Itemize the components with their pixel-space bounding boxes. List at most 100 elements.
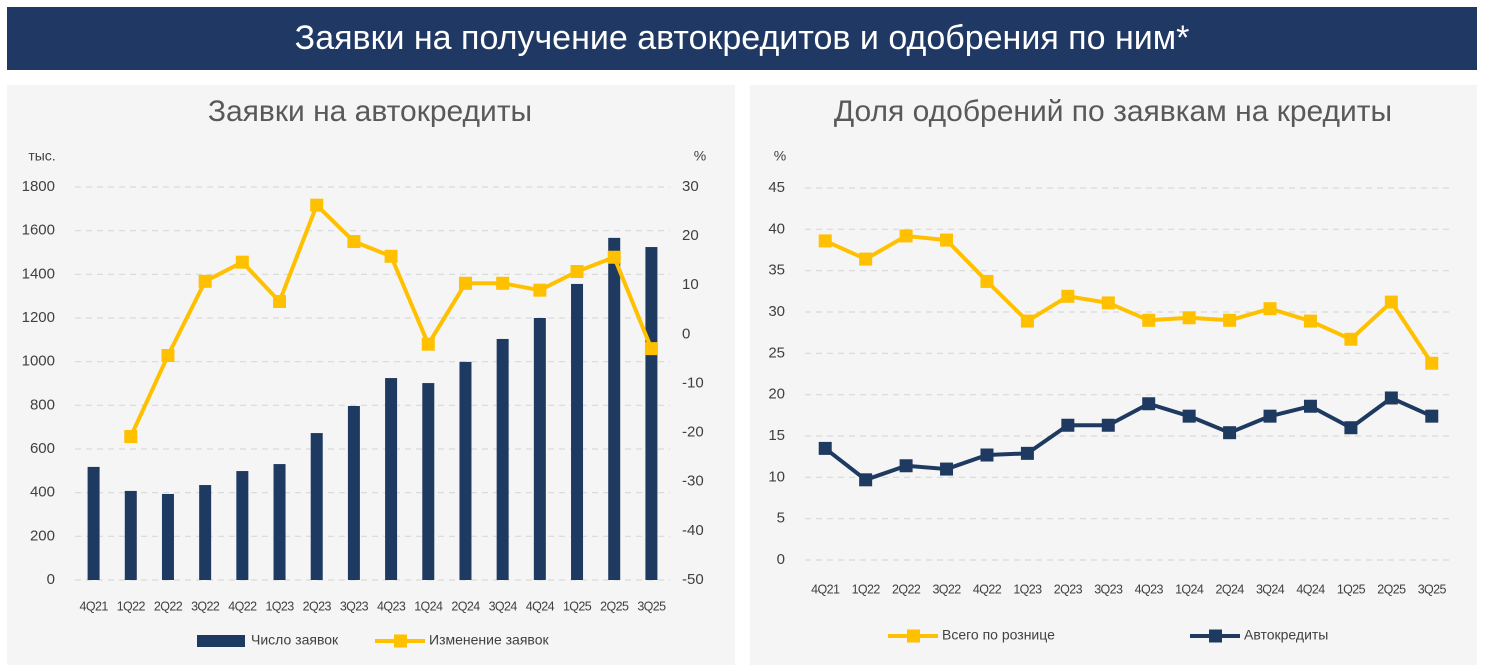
marker (310, 198, 324, 212)
marker (1223, 426, 1237, 440)
line (824, 233, 1434, 365)
x-tick-label: 3Q23 (1094, 582, 1123, 596)
x-tick-label: 4Q24 (526, 599, 555, 613)
x-tick-label: 1Q22 (117, 599, 146, 613)
y-tick-label: 200 (30, 527, 55, 544)
x-tick-label: 3Q22 (191, 599, 220, 613)
x-tick-label: 4Q22 (973, 582, 1002, 596)
y-tick-label: 400 (30, 484, 55, 501)
marker (607, 250, 621, 264)
x-tick-label: 2Q22 (154, 599, 183, 613)
y2-tick-label: -10 (682, 374, 704, 391)
x-tick-label: 4Q21 (80, 599, 109, 613)
x-tick-label: 4Q23 (377, 599, 406, 613)
bar (273, 464, 286, 580)
marker (1061, 289, 1075, 303)
y-tick-label: 15 (768, 427, 785, 444)
header-bar (7, 7, 1477, 70)
y-tick-label: 45 (768, 179, 785, 196)
marker (347, 235, 361, 249)
x-tick-label: 3Q23 (340, 599, 369, 613)
y-tick-label: 1400 (22, 265, 55, 282)
bar (161, 493, 174, 580)
legend-marker (394, 634, 407, 648)
x-tick-label: 2Q23 (1054, 582, 1083, 596)
legend-swatch (197, 635, 245, 647)
legend-marker (1209, 629, 1222, 643)
marker (980, 448, 994, 462)
y-tick-label: 20 (768, 386, 785, 403)
marker (198, 274, 212, 288)
bar (496, 338, 509, 580)
marker (1384, 295, 1398, 309)
marker (273, 294, 287, 308)
y2-tick-label: -20 (682, 424, 704, 441)
marker (859, 473, 873, 487)
y-tick-label: 5 (777, 510, 785, 527)
x-tick-label: 2Q22 (892, 582, 921, 596)
y-tick-label: 35 (768, 262, 785, 279)
marker (1020, 446, 1034, 460)
panel (7, 85, 735, 665)
y-tick-label: 0 (777, 551, 785, 568)
marker (1263, 302, 1277, 316)
x-tick-label: 2Q25 (1377, 582, 1406, 596)
x-tick-label: 2Q25 (600, 599, 629, 613)
marker (1182, 311, 1196, 325)
x-tick-label: 3Q25 (1418, 582, 1447, 596)
y2-tick-label: 30 (682, 178, 699, 195)
chart-title: Доля одобрений по заявкам на кредиты (834, 95, 1392, 128)
marker (1223, 313, 1237, 327)
marker (570, 264, 584, 278)
marker (899, 229, 913, 243)
marker (818, 441, 832, 455)
bar (310, 433, 323, 580)
bar (87, 466, 100, 580)
y2-tick-label: -50 (682, 571, 704, 588)
y2-tick-label: 20 (682, 227, 699, 244)
y-tick-label: 25 (768, 344, 785, 361)
marker (1101, 296, 1115, 310)
bar (571, 283, 584, 580)
y2-tick-label: 10 (682, 276, 699, 293)
bar (422, 383, 435, 580)
x-tick-label: 1Q25 (1337, 582, 1366, 596)
marker (496, 276, 510, 290)
x-tick-label: 3Q25 (637, 599, 666, 613)
marker (899, 459, 913, 473)
legend-marker (907, 629, 920, 643)
y-tick-label: 1600 (22, 222, 55, 239)
y2-tick-label: -30 (682, 473, 704, 490)
x-tick-label: 1Q25 (563, 599, 592, 613)
y-unit: тыс. (28, 148, 55, 164)
x-tick-label: 4Q24 (1296, 582, 1325, 596)
y-tick-label: 10 (768, 468, 785, 485)
x-tick-label: 2Q23 (303, 599, 332, 613)
legend-label: Автокредиты (1244, 627, 1328, 643)
x-tick-label: 3Q24 (1256, 582, 1285, 596)
marker (940, 462, 954, 476)
x-tick-label: 2Q24 (451, 599, 480, 613)
marker (1344, 421, 1358, 435)
bar (608, 237, 621, 580)
marker (1101, 418, 1115, 432)
y-tick-label: 1200 (22, 309, 55, 326)
line (823, 395, 1433, 482)
bar (347, 405, 360, 580)
x-tick-label: 4Q23 (1135, 582, 1164, 596)
x-tick-label: 1Q24 (414, 599, 443, 613)
marker (1142, 397, 1156, 411)
marker (1344, 332, 1358, 346)
y-tick-label: 1800 (22, 178, 55, 195)
marker (1020, 314, 1034, 328)
bar (385, 378, 398, 580)
marker (235, 255, 249, 269)
y-tick-label: 40 (768, 220, 785, 237)
marker (124, 430, 138, 444)
page-title: Заявки на получение автокредитов и одобр… (295, 19, 1190, 57)
y-tick-label: 30 (768, 303, 785, 320)
marker (1303, 314, 1317, 328)
bar (459, 361, 472, 580)
y-tick-label: 1000 (22, 353, 55, 370)
bar (236, 471, 249, 580)
